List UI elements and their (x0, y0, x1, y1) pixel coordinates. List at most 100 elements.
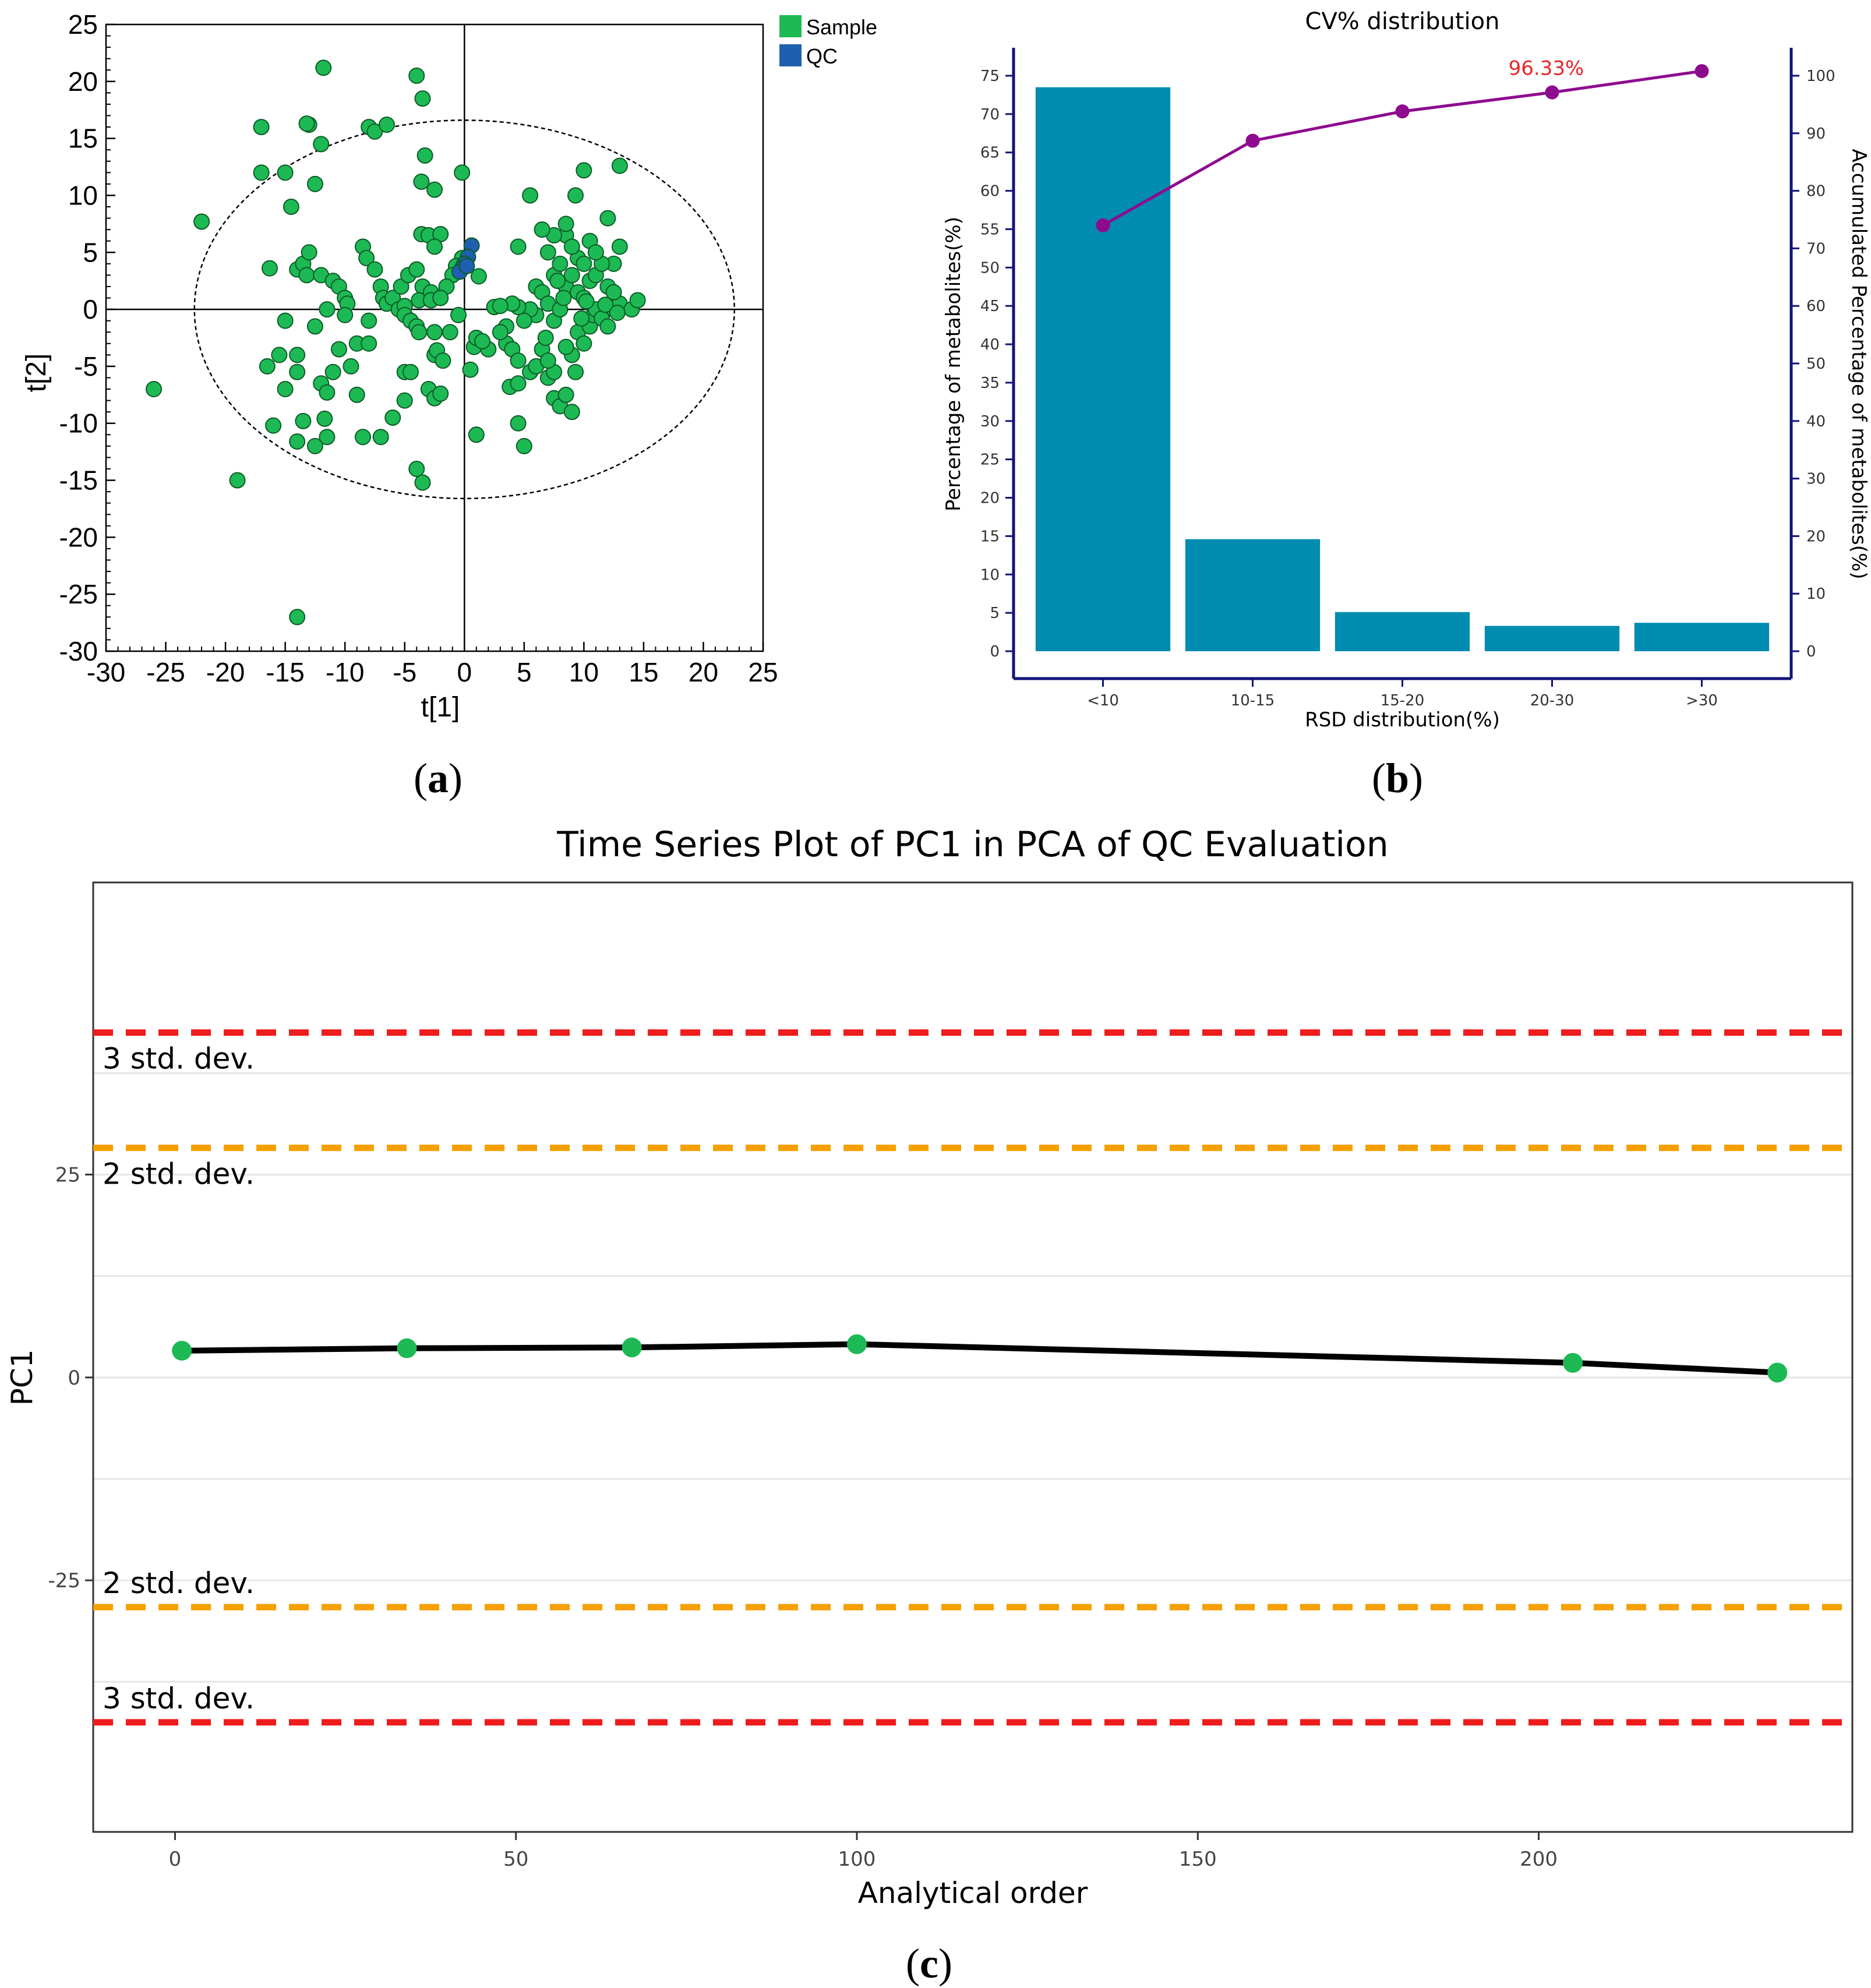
data-point (470, 268, 487, 285)
data-point (552, 255, 569, 272)
y-tick-label: 10 (68, 180, 98, 210)
panel-label-b-letter: b (1385, 755, 1410, 801)
y-axis-label: Percentage of metabolites(%) (942, 217, 965, 511)
data-point (468, 426, 485, 443)
y2-tick-label: 20 (1806, 528, 1826, 545)
x-tick-label: 100 (838, 1848, 876, 1871)
data-point (372, 429, 389, 446)
y-tick-label: 0 (68, 1366, 80, 1390)
data-point (343, 358, 359, 375)
data-point (426, 238, 443, 255)
data-point (313, 136, 330, 153)
x-tick-label: 0 (169, 1848, 182, 1871)
pc1-point (1767, 1362, 1788, 1383)
data-point (557, 386, 574, 403)
y2-tick-label: 100 (1806, 68, 1835, 85)
data-point (537, 330, 554, 346)
data-point (563, 267, 580, 284)
bar (1335, 612, 1470, 651)
pc1-time-series-chart: Time Series Plot of PC1 in PCA of QC Eva… (5, 824, 1854, 1910)
data-point (611, 238, 628, 255)
y-tick-label: 65 (980, 144, 1000, 162)
data-point (358, 250, 375, 267)
data-point (261, 260, 278, 277)
data-point (510, 375, 527, 392)
data-point (354, 429, 371, 446)
data-point (378, 116, 395, 133)
y-tick-label: -5 (74, 351, 98, 382)
data-point (442, 324, 458, 341)
y-tick-label: 20 (68, 66, 98, 97)
pc1-line (182, 1341, 1778, 1376)
data-point (306, 437, 323, 454)
plot-frame (92, 881, 1854, 1833)
data-point (435, 352, 451, 369)
y-tick-label: 10 (980, 566, 1000, 584)
data-point (411, 324, 428, 341)
data-point (557, 216, 574, 232)
cumulative-point (1545, 85, 1559, 100)
std-dev-label: 3 std. dev. (103, 1042, 255, 1076)
y2-tick-label: 60 (1806, 298, 1826, 315)
data-point (271, 347, 288, 363)
data-point (414, 474, 431, 491)
x-tick-label: >30 (1686, 692, 1718, 709)
data-point (265, 417, 282, 434)
x-tick-label: 5 (517, 657, 532, 687)
data-point (597, 296, 614, 313)
data-point (462, 361, 479, 378)
legend-swatch (779, 44, 802, 66)
data-point (366, 261, 383, 278)
data-point (408, 68, 425, 84)
data-point (396, 392, 413, 409)
x-axis-label: t[1] (421, 692, 460, 723)
x-tick-label: -30 (87, 657, 125, 687)
std-dev-label: 2 std. dev. (103, 1566, 255, 1600)
x-tick-label: -20 (206, 657, 245, 687)
y-tick-label: -15 (59, 465, 98, 496)
data-point (253, 164, 270, 181)
data-point (298, 115, 315, 132)
chart-title: Time Series Plot of PC1 in PCA of QC Eva… (556, 824, 1389, 865)
y-tick-label: 45 (980, 298, 1000, 315)
y-tick-label: 70 (980, 106, 1000, 123)
x-tick-label: 25 (748, 657, 778, 687)
data-point (567, 187, 584, 204)
data-point (587, 244, 604, 261)
y-tick-label: 25 (68, 9, 98, 40)
data-point (426, 324, 443, 341)
y2-tick-label: 50 (1806, 355, 1826, 373)
chart-title: CV% distribution (1305, 8, 1500, 35)
data-point (413, 173, 430, 190)
data-point (522, 187, 539, 204)
y-tick-label: 25 (55, 1164, 80, 1187)
y2-tick-label: 90 (1806, 125, 1826, 143)
panel-label-c: (c) (906, 1940, 952, 1987)
y2-tick-label: 30 (1806, 471, 1826, 488)
data-point (324, 363, 341, 380)
cumulative-point (1096, 218, 1110, 232)
legend-swatch (779, 15, 802, 37)
legend-label: QC (806, 44, 838, 68)
data-point (402, 363, 419, 380)
data-point (283, 199, 299, 216)
data-point (316, 410, 333, 427)
data-point (408, 261, 425, 278)
y-tick-label: 75 (980, 68, 1000, 85)
y-tick-label: 50 (980, 259, 1000, 277)
plot-frame (105, 23, 764, 652)
y-axis-label: t[2] (21, 354, 52, 393)
y2-axis-label: Accumulated Percentage of metabolites(%) (1847, 149, 1870, 579)
y-tick-label: 15 (68, 123, 98, 154)
pca-score-plot: -30 -25 -20 -15 -10 -5 0 5 10 15 20 252520151050-5-… (21, 9, 877, 723)
data-point (289, 433, 306, 450)
bar (1185, 539, 1321, 651)
x-tick-label: -5 (393, 657, 416, 687)
y-tick-label: -25 (59, 579, 98, 609)
cv-distribution-chart: CV% distribution 0 5 10 15 20 25 30 35 40 45 50 55 60… (942, 8, 1870, 732)
data-point (516, 312, 532, 329)
data-point (510, 415, 527, 432)
data-point (361, 312, 377, 329)
data-point (567, 363, 584, 380)
